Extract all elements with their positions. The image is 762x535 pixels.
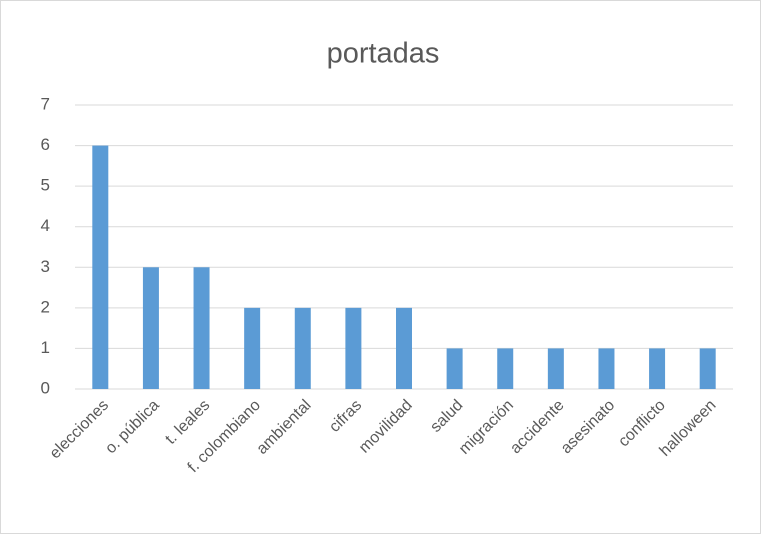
bar [294,307,311,389]
bar [142,267,159,389]
y-tick-label: 5 [41,176,50,195]
bar [193,267,210,389]
bar [345,307,362,389]
y-tick-label: 4 [41,216,50,235]
bar [497,348,514,389]
y-tick-label: 0 [41,378,50,397]
bar [598,348,615,389]
bar [92,145,109,389]
bar [547,348,564,389]
bar [244,307,261,389]
y-tick-label: 2 [41,297,50,316]
bar [649,348,666,389]
y-tick-label: 3 [41,257,50,276]
y-tick-label: 7 [41,94,50,113]
bar [446,348,463,389]
y-tick-label: 1 [41,338,50,357]
y-tick-label: 6 [41,135,50,154]
bar [699,348,716,389]
chart-title: portadas [327,38,440,70]
bar [396,307,412,389]
